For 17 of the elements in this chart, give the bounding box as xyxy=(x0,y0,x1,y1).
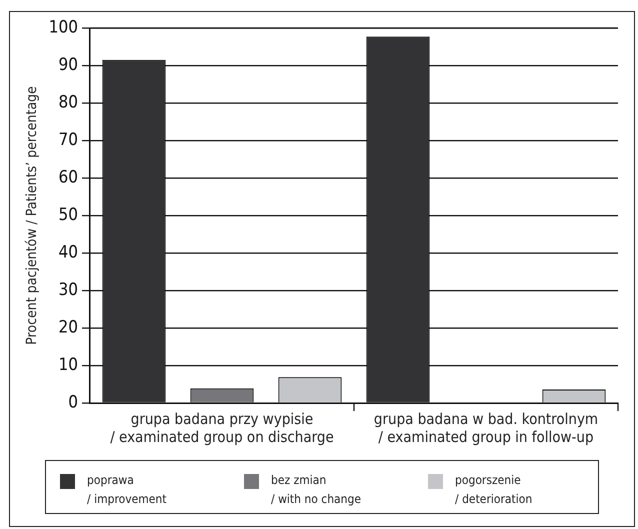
y-tick-label: 90 xyxy=(58,54,78,75)
y-tick-label: 10 xyxy=(58,354,78,375)
x-tick-label: grupa badana w bad. kontrolnym / examinated group in follow-up xyxy=(374,410,598,446)
y-tick-label: 100 xyxy=(48,17,78,38)
y-tick-label: 30 xyxy=(58,280,78,300)
y-axis-title: Procent pacjentów / Patients’ percentage xyxy=(24,86,40,345)
y-tick-label: 40 xyxy=(58,242,78,262)
legend-label: bez zmian / with no change xyxy=(271,472,362,508)
legend-label: poprawa / improvement xyxy=(87,472,166,508)
y-tick-label: 70 xyxy=(58,130,78,150)
y-tick-label: 20 xyxy=(58,317,78,338)
y-tick-label: 60 xyxy=(58,167,78,188)
legend-label: pogorszenie / deterioration xyxy=(455,472,532,508)
y-tick-label: 0 xyxy=(68,392,78,412)
y-tick-label: 80 xyxy=(58,92,78,112)
x-tick-label: grupa badana przy wypisie / examinated group on discharge xyxy=(110,410,334,446)
y-tick-label: 50 xyxy=(58,204,78,225)
